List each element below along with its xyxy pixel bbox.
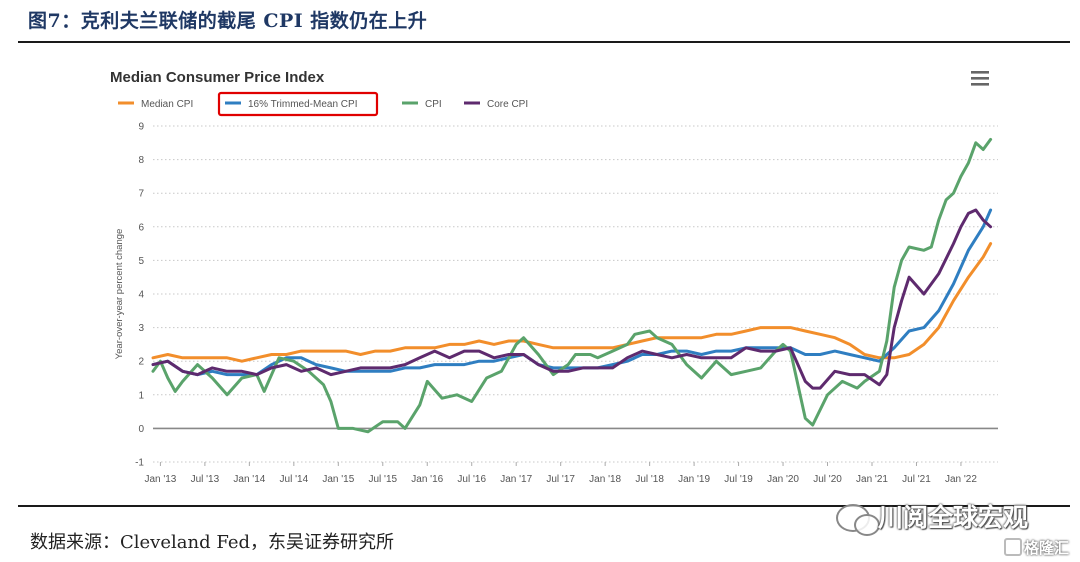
figure-title: 图7：克利夫兰联储的截尾 CPI 指数仍在上升: [28, 10, 428, 32]
top-rule: [18, 41, 1070, 43]
legend-label-3: Core CPI: [487, 99, 528, 110]
x-tick-label: Jul '17: [546, 474, 575, 485]
menu-icon-bar: [971, 77, 989, 80]
y-axis-label: Year-over-year percent change: [114, 229, 125, 360]
y-tick-label: 1: [138, 390, 144, 401]
x-tick-label: Jan '14: [233, 474, 265, 485]
x-tick-label: Jul '21: [902, 474, 931, 485]
x-tick-label: Jan '18: [589, 474, 621, 485]
series-line-0: [151, 242, 993, 363]
x-tick-label: Jan '17: [500, 474, 532, 485]
y-tick-label: 2: [138, 357, 144, 368]
x-tick-label: Jul '19: [724, 474, 753, 485]
logo-badge: 格隆汇: [1004, 537, 1069, 558]
y-tick-label: 8: [138, 155, 144, 166]
x-tick-label: Jul '20: [813, 474, 842, 485]
y-tick-label: 3: [138, 323, 144, 334]
legend-label-1: 16% Trimmed-Mean CPI: [248, 99, 357, 110]
x-tick-label: Jul '15: [368, 474, 397, 485]
logo-box-icon: [1004, 538, 1022, 556]
legend-label-0: Median CPI: [141, 99, 193, 110]
x-tick-label: Jan '16: [411, 474, 443, 485]
series-line-2: [151, 137, 993, 434]
x-tick-label: Jan '22: [945, 474, 977, 485]
legend-label-2: CPI: [425, 99, 442, 110]
y-tick-label: 0: [138, 424, 144, 435]
y-tick-label: 6: [138, 222, 144, 233]
source-text: 数据来源：Cleveland Fed，东吴证券研究所: [30, 532, 395, 553]
menu-icon-bar: [971, 83, 989, 86]
chart-title: Median Consumer Price Index: [110, 69, 325, 86]
y-tick-label: -1: [135, 458, 144, 469]
x-tick-label: Jan '20: [767, 474, 799, 485]
y-tick-label: 7: [138, 189, 144, 200]
watermark-text: 川阅全球宏观: [878, 503, 1029, 532]
logo-text: 格隆汇: [1024, 539, 1070, 557]
x-tick-label: Jul '18: [635, 474, 664, 485]
chart: Median Consumer Price Index Median CPI 16%…: [110, 69, 998, 485]
legend-highlight-box: [217, 91, 379, 117]
hamburger-menu-icon: [971, 71, 989, 86]
y-tick-label: 9: [138, 122, 144, 133]
menu-icon-bar: [971, 71, 989, 74]
series-line-1: [151, 208, 993, 377]
series-line-3: [151, 208, 993, 390]
x-tick-label: Jul '16: [457, 474, 486, 485]
bottom-rule: [18, 505, 1070, 507]
y-tick-label: 4: [138, 290, 144, 301]
x-tick-label: Jan '21: [856, 474, 888, 485]
x-tick-label: Jul '14: [280, 474, 309, 485]
x-tick-label: Jul '13: [191, 474, 220, 485]
x-tick-label: Jan '19: [678, 474, 710, 485]
x-tick-label: Jan '15: [322, 474, 354, 485]
y-tick-label: 5: [138, 256, 144, 267]
wechat-icon-small: [854, 514, 880, 536]
x-tick-label: Jan '13: [144, 474, 176, 485]
